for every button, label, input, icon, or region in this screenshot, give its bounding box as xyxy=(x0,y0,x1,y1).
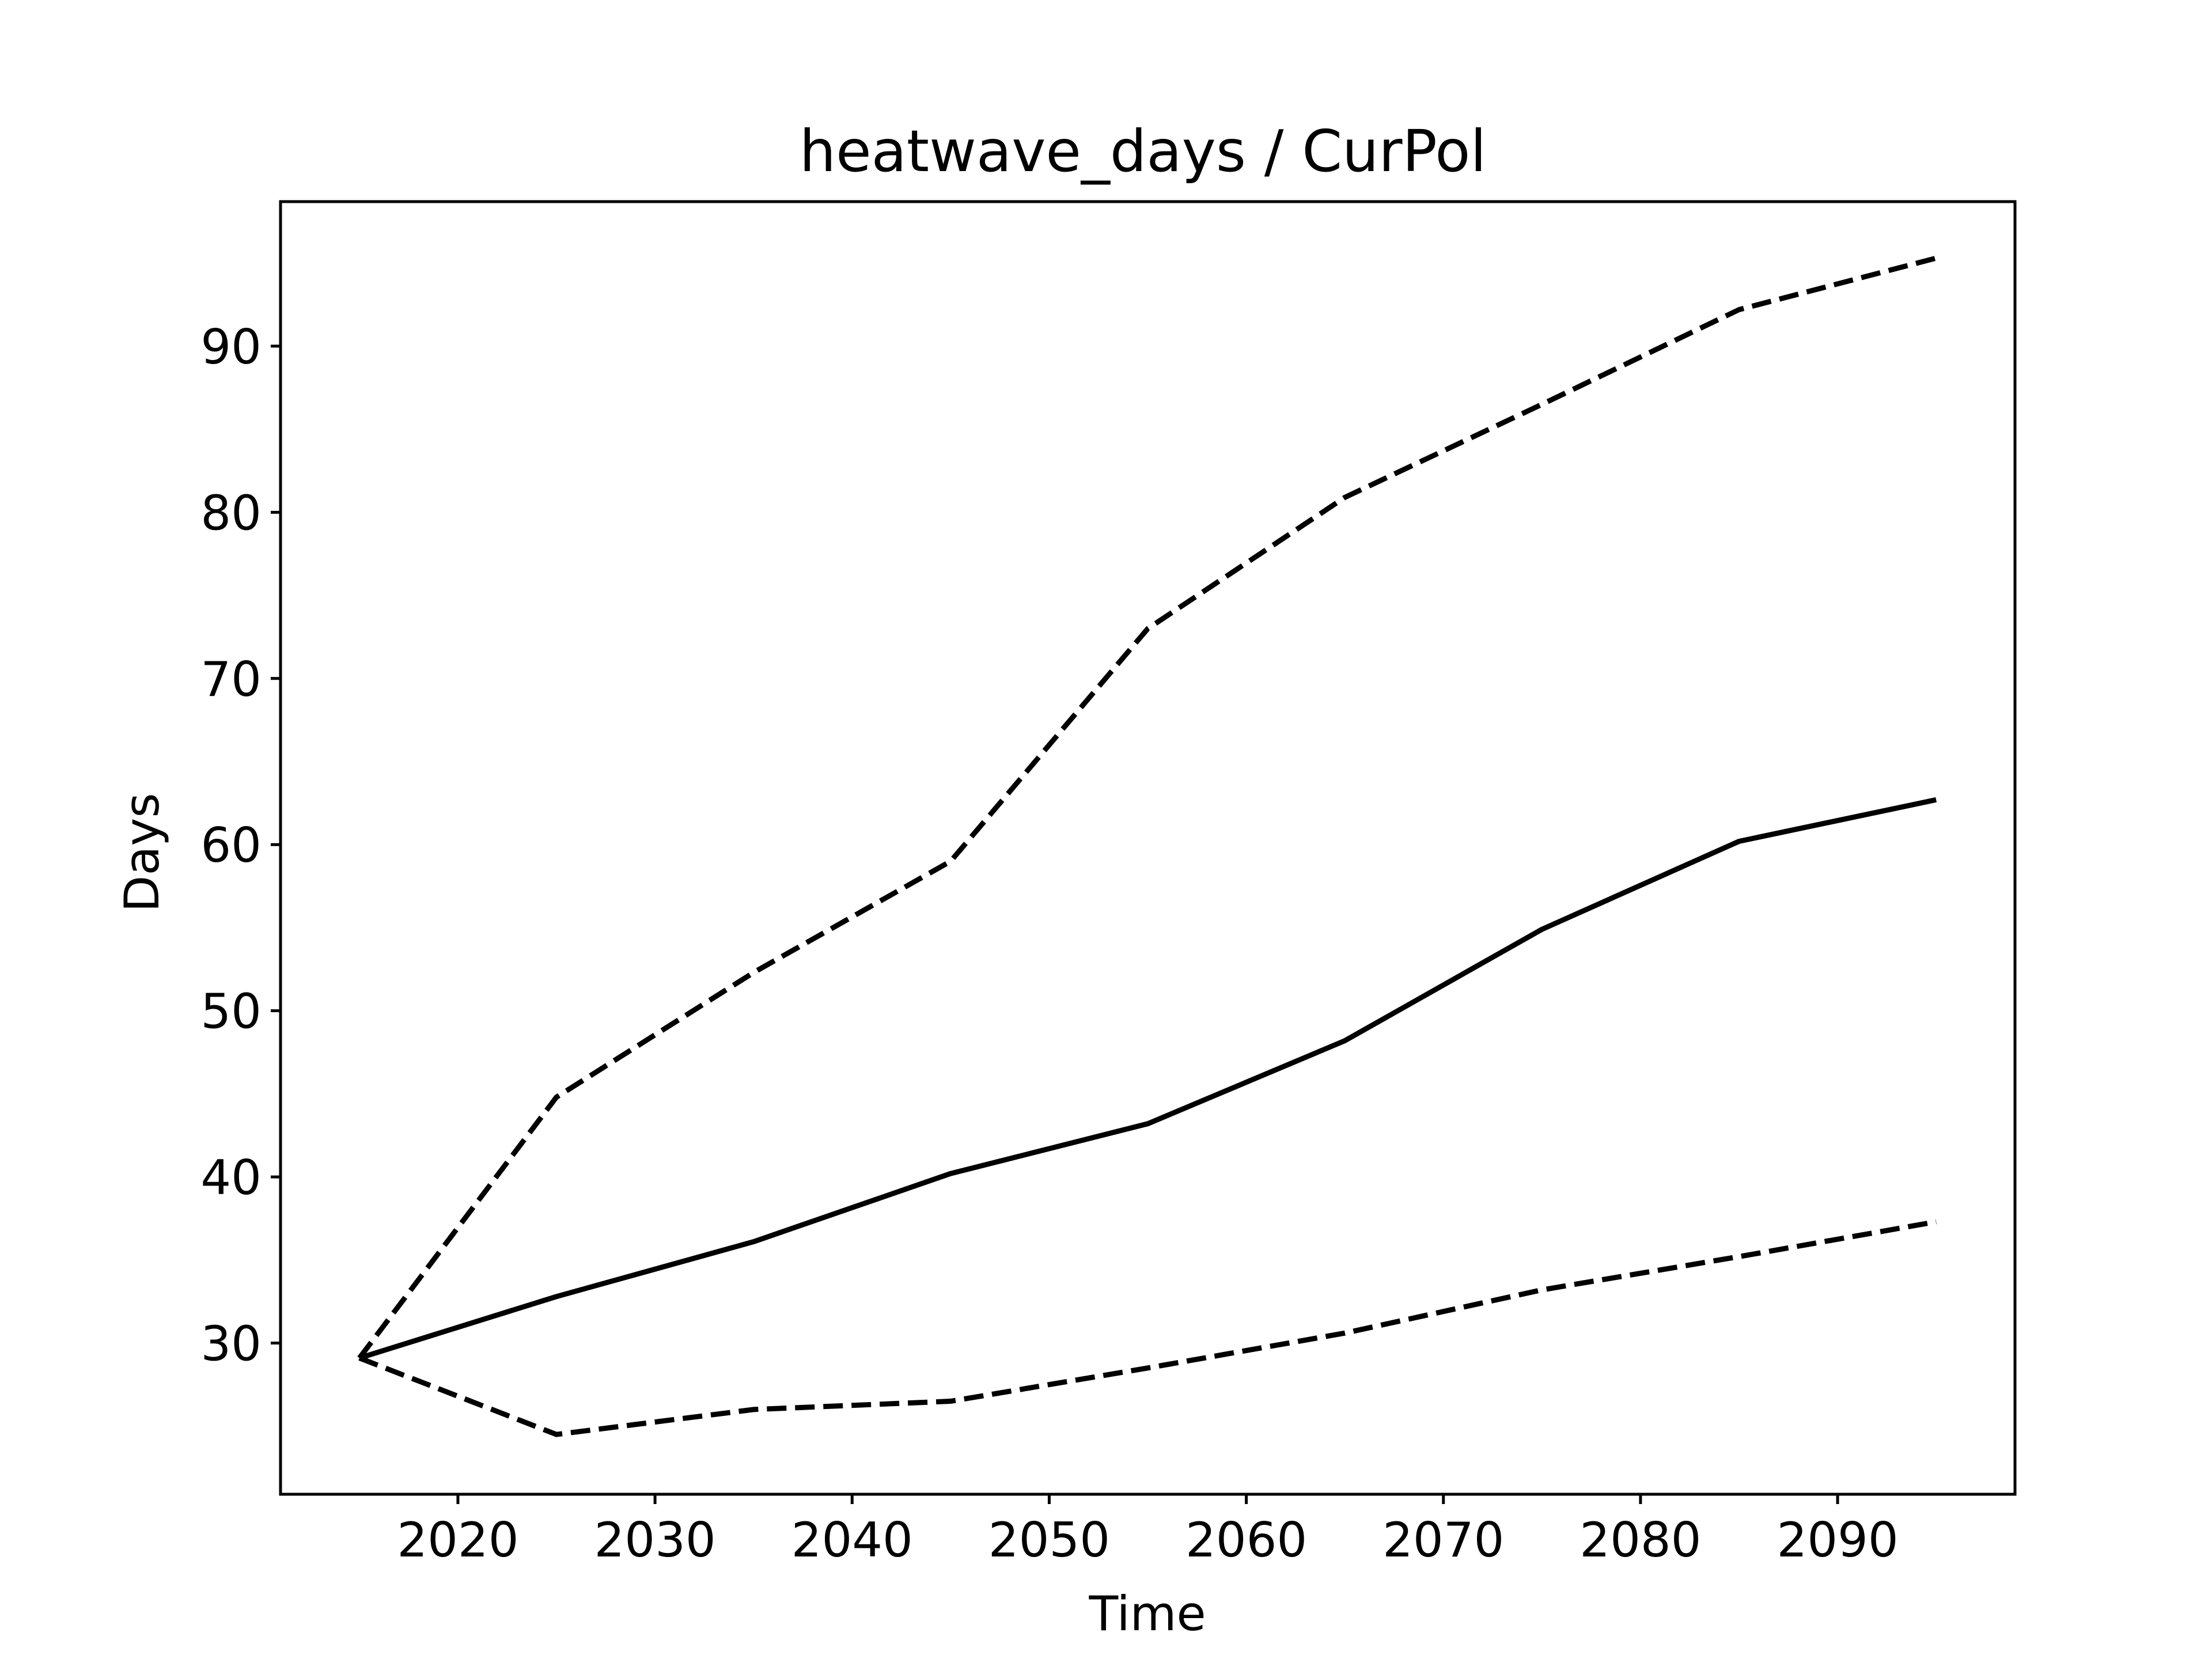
y-tick-label: 60 xyxy=(200,817,262,873)
x-tick-label: 2080 xyxy=(1580,1512,1701,1568)
chart-title: heatwave_days / CurPol xyxy=(800,118,1486,185)
y-axis-ticks: 30 40 50 60 70 80 90 xyxy=(200,319,281,1372)
y-tick-label: 40 xyxy=(200,1150,262,1206)
y-tick-label: 80 xyxy=(200,485,262,541)
series-layer xyxy=(357,255,1937,1437)
x-tick-label: 2060 xyxy=(1185,1512,1307,1568)
axes-frame xyxy=(279,200,2017,1496)
x-axis-label: Time xyxy=(1088,1586,1206,1642)
x-tick-label: 2040 xyxy=(791,1512,913,1568)
y-tick-label: 90 xyxy=(200,319,262,375)
plot-area xyxy=(279,200,2017,1496)
x-tick-label: 2020 xyxy=(397,1512,518,1568)
series-line-1 xyxy=(358,797,1937,1361)
series-line-3 xyxy=(358,1219,1937,1437)
y-axis-label: Days xyxy=(114,793,170,912)
x-tick-label: 2030 xyxy=(594,1512,715,1568)
y-tick-label: 50 xyxy=(200,984,262,1040)
x-tick-label: 2070 xyxy=(1382,1512,1504,1568)
y-tick-label: 70 xyxy=(200,652,262,707)
x-tick-label: 2050 xyxy=(988,1512,1110,1568)
series-line-2 xyxy=(357,255,1937,1360)
x-axis-ticks: 2020 2030 2040 2050 2060 2070 2080 2090 xyxy=(397,1494,1899,1568)
y-tick-label: 30 xyxy=(200,1316,262,1372)
x-tick-label: 2090 xyxy=(1777,1512,1898,1568)
